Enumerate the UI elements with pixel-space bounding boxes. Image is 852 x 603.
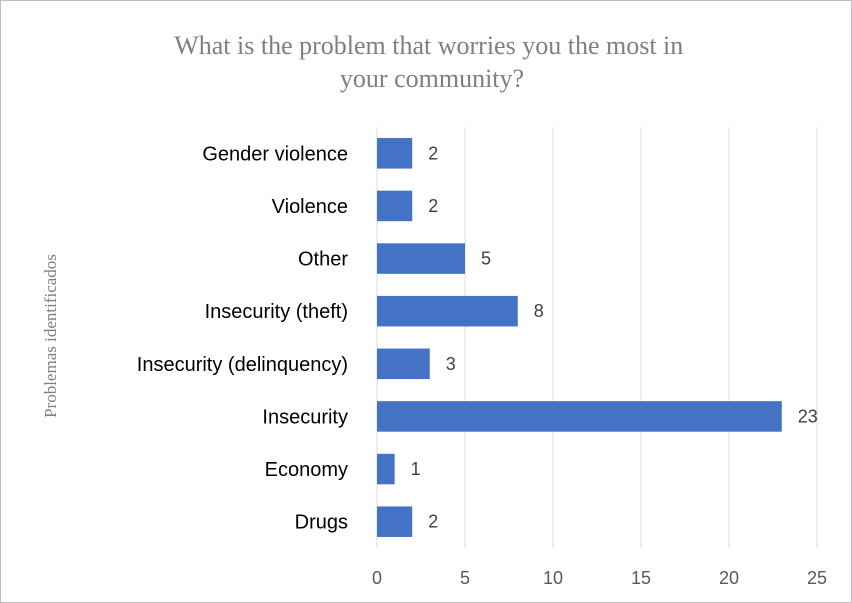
x-tick-label: 25: [807, 568, 827, 588]
bar: [377, 138, 413, 169]
category-label: Economy: [265, 459, 348, 481]
chart-title: What is the problem that worries you the…: [174, 31, 690, 93]
category-labels: Gender violence Violence Other Insecurity (…: [137, 143, 349, 533]
category-label: Insecurity: [262, 406, 348, 428]
data-label: 2: [428, 143, 438, 163]
x-tick-label: 15: [631, 568, 651, 588]
bar: [377, 295, 518, 327]
bar: [377, 453, 395, 485]
x-tick-label: 0: [372, 568, 382, 588]
x-tick-label: 20: [719, 568, 739, 588]
bar: [377, 348, 430, 380]
x-tick-label: 10: [543, 568, 563, 588]
data-label: 3: [446, 354, 456, 374]
data-label: 8: [534, 301, 544, 321]
data-label: 23: [798, 406, 818, 426]
data-label: 2: [428, 196, 438, 216]
bar: [377, 190, 413, 222]
category-label: Drugs: [295, 512, 348, 534]
bar: [377, 243, 465, 274]
category-label: Insecurity (delinquency): [137, 354, 348, 376]
bar: [377, 506, 413, 537]
data-label: 5: [481, 249, 491, 269]
data-label: 2: [428, 512, 438, 532]
y-axis-label: Problemas identificados: [41, 254, 60, 418]
data-label: 1: [411, 459, 421, 479]
x-tick-label: 5: [460, 568, 470, 588]
category-label: Insecurity (theft): [205, 301, 348, 323]
category-label: Other: [298, 249, 348, 271]
bars: [377, 138, 782, 537]
data-labels: 2 2 5 8 3 23 1 2: [411, 143, 818, 531]
category-label: Violence: [272, 196, 348, 218]
gridlines: [376, 127, 818, 548]
bar: [377, 401, 782, 432]
category-label: Gender violence: [202, 143, 348, 165]
x-tick-labels: 0 5 10 15 20 25: [372, 568, 827, 588]
